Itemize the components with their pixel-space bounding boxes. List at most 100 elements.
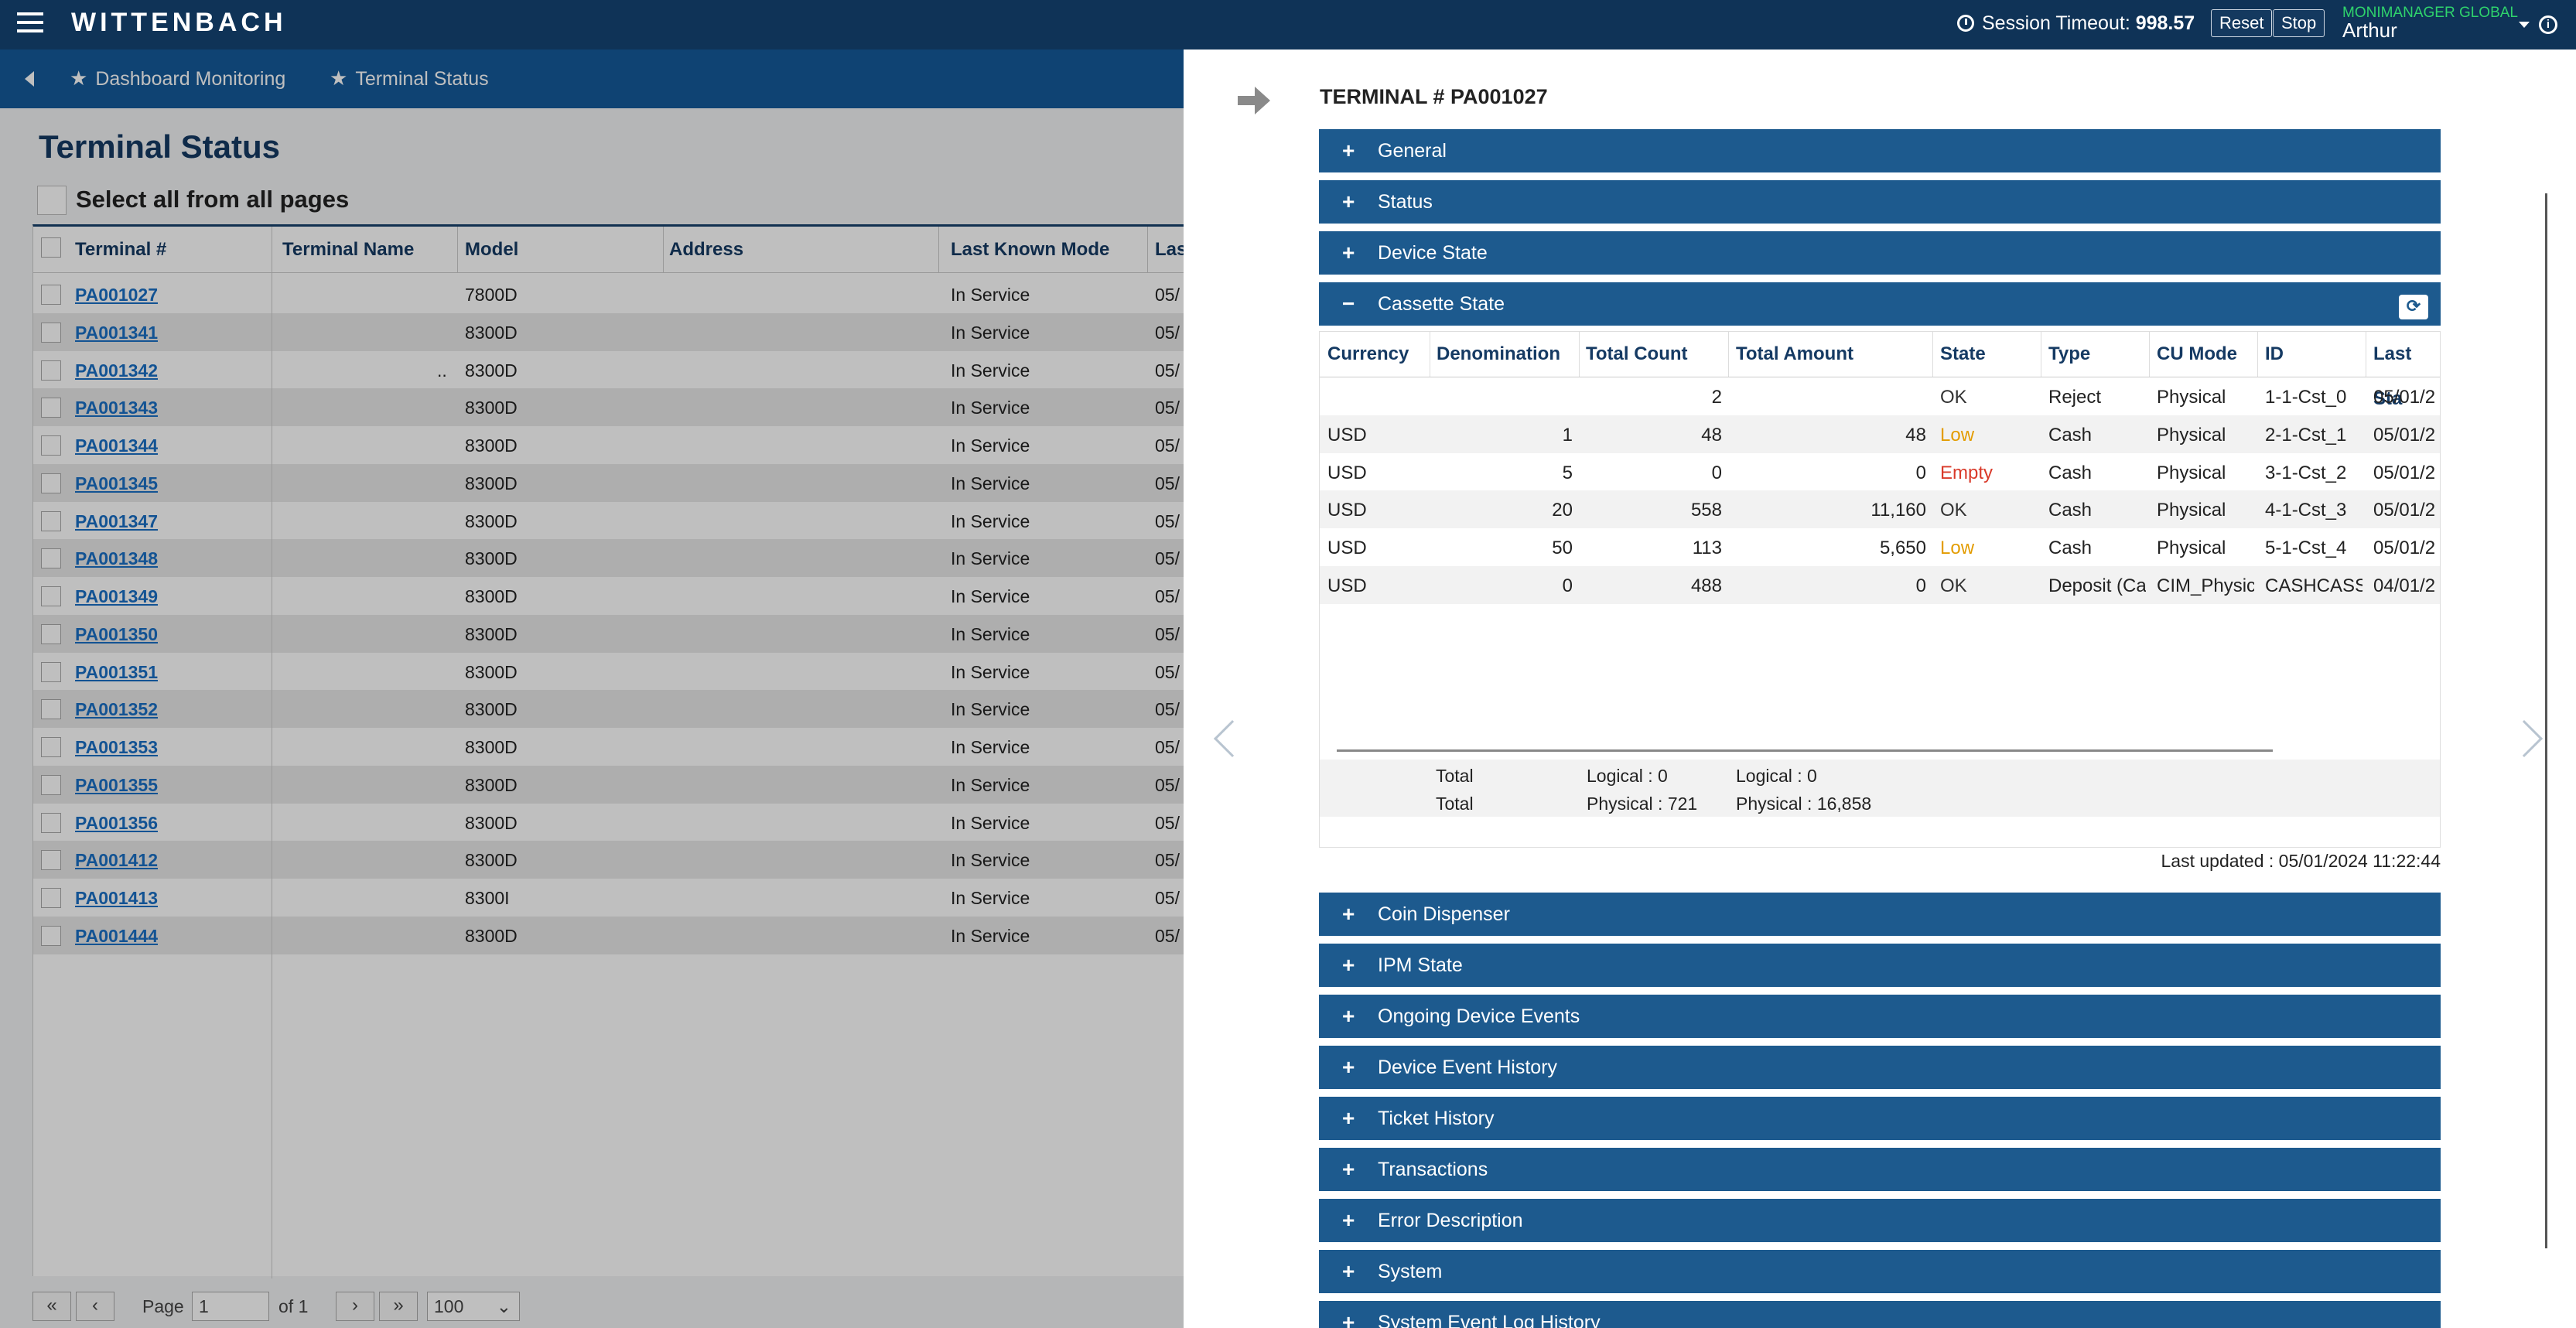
- column-header-address[interactable]: Address: [669, 239, 744, 260]
- terminal-link[interactable]: PA001348: [75, 548, 158, 569]
- column-header-model[interactable]: Model: [465, 239, 519, 260]
- table-row[interactable]: PA001347 8300D In Service 05/: [33, 502, 1186, 540]
- header-checkbox[interactable]: [41, 237, 61, 258]
- table-row[interactable]: PA001350 8300D In Service 05/: [33, 614, 1186, 653]
- section-ipm-state[interactable]: + IPM State: [1319, 944, 2441, 987]
- terminal-link[interactable]: PA001349: [75, 586, 158, 606]
- section-error-description[interactable]: + Error Description: [1319, 1199, 2441, 1242]
- section-ticket-history[interactable]: + Ticket History: [1319, 1097, 2441, 1140]
- row-checkbox[interactable]: [41, 398, 61, 418]
- row-checkbox[interactable]: [41, 473, 61, 493]
- section-general[interactable]: + General: [1319, 129, 2441, 172]
- info-icon[interactable]: i: [2539, 15, 2557, 34]
- section-coin-dispenser[interactable]: + Coin Dispenser: [1319, 893, 2441, 936]
- row-checkbox[interactable]: [41, 285, 61, 305]
- terminal-link[interactable]: PA001350: [75, 623, 158, 644]
- section-system-event-log-history[interactable]: + System Event Log History: [1319, 1301, 2441, 1328]
- table-row[interactable]: PA001027 7800D In Service 05/: [33, 275, 1186, 313]
- row-checkbox[interactable]: [41, 888, 61, 908]
- column-header-last-status[interactable]: Last Sta: [2373, 343, 2412, 409]
- section-cassette-state[interactable]: − Cassette State ⟳: [1319, 282, 2441, 326]
- table-row[interactable]: PA001349 8300D In Service 05/: [33, 577, 1186, 615]
- page-input[interactable]: 1: [192, 1292, 269, 1321]
- terminal-link[interactable]: PA001351: [75, 661, 158, 682]
- table-row[interactable]: PA001343 8300D In Service 05/: [33, 388, 1186, 427]
- section-status[interactable]: + Status: [1319, 180, 2441, 224]
- row-checkbox[interactable]: [41, 623, 61, 644]
- terminal-link[interactable]: PA001355: [75, 774, 158, 795]
- hamburger-menu-icon[interactable]: [17, 12, 43, 36]
- first-page-button[interactable]: «: [32, 1292, 71, 1321]
- section-transactions[interactable]: + Transactions: [1319, 1148, 2441, 1191]
- breadcrumb-item-terminal-status[interactable]: ★ Terminal Status: [330, 67, 489, 90]
- user-name[interactable]: Arthur: [2342, 19, 2397, 42]
- table-row[interactable]: PA001344 8300D In Service 05/: [33, 426, 1186, 464]
- row-checkbox[interactable]: [41, 435, 61, 456]
- reset-button[interactable]: Reset: [2211, 9, 2273, 37]
- row-checkbox[interactable]: [41, 360, 61, 381]
- terminal-link[interactable]: PA001343: [75, 398, 158, 418]
- terminal-link[interactable]: PA001345: [75, 473, 158, 493]
- prev-page-button[interactable]: ‹: [76, 1292, 114, 1321]
- row-checkbox[interactable]: [41, 510, 61, 531]
- row-checkbox[interactable]: [41, 812, 61, 833]
- terminal-link[interactable]: PA001347: [75, 510, 158, 531]
- section-device-event-history[interactable]: + Device Event History: [1319, 1046, 2441, 1089]
- row-checkbox[interactable]: [41, 548, 61, 569]
- table-row[interactable]: PA001413 8300I In Service 05/: [33, 879, 1186, 917]
- column-header-name[interactable]: Terminal Name: [282, 239, 415, 260]
- row-checkbox[interactable]: [41, 586, 61, 606]
- select-all-checkbox[interactable]: [37, 186, 67, 215]
- terminal-link[interactable]: PA001356: [75, 812, 158, 833]
- column-header-cu-mode[interactable]: CU Mode: [2157, 343, 2237, 364]
- table-row[interactable]: PA001355 8300D In Service 05/: [33, 765, 1186, 804]
- select-all[interactable]: Select all from all pages: [37, 186, 349, 215]
- chevron-down-icon[interactable]: [2519, 22, 2530, 28]
- terminal-link[interactable]: PA001341: [75, 322, 158, 343]
- table-row[interactable]: PA001341 8300D In Service 05/: [33, 312, 1186, 351]
- column-header-type[interactable]: Type: [2048, 343, 2091, 364]
- row-checkbox[interactable]: [41, 737, 61, 757]
- terminal-link[interactable]: PA001027: [75, 285, 158, 305]
- vertical-scrollbar[interactable]: [2545, 193, 2547, 1248]
- section-system[interactable]: + System: [1319, 1250, 2441, 1293]
- stop-button[interactable]: Stop: [2273, 9, 2325, 37]
- terminal-link[interactable]: PA001444: [75, 925, 158, 946]
- previous-terminal-chevron-icon[interactable]: [1213, 719, 1252, 758]
- section-ongoing-device-events[interactable]: + Ongoing Device Events: [1319, 995, 2441, 1038]
- back-arrow-icon[interactable]: [25, 71, 34, 87]
- row-checkbox[interactable]: [41, 850, 61, 871]
- table-row[interactable]: PA001412 8300D In Service 05/: [33, 841, 1186, 879]
- table-row[interactable]: PA001356 8300D In Service 05/: [33, 804, 1186, 842]
- terminal-link[interactable]: PA001352: [75, 699, 158, 720]
- row-checkbox[interactable]: [41, 699, 61, 720]
- table-row[interactable]: PA001342.. 8300D In Service 05/: [33, 351, 1186, 389]
- next-page-button[interactable]: ›: [336, 1292, 374, 1321]
- table-row[interactable]: PA001353 8300D In Service 05/: [33, 728, 1186, 766]
- refresh-icon[interactable]: ⟳: [2399, 295, 2428, 319]
- horizontal-scrollbar[interactable]: [1337, 749, 2273, 752]
- terminal-link[interactable]: PA001342: [75, 360, 158, 381]
- row-checkbox[interactable]: [41, 661, 61, 682]
- column-header-mode[interactable]: Last Known Mode: [951, 239, 1110, 260]
- column-header-total-amount[interactable]: Total Amount: [1736, 343, 1853, 364]
- table-row[interactable]: PA001352 8300D In Service 05/: [33, 690, 1186, 729]
- column-header-denomination[interactable]: Denomination: [1437, 343, 1560, 364]
- column-header-state[interactable]: State: [1940, 343, 1986, 364]
- table-row[interactable]: PA001444 8300D In Service 05/: [33, 916, 1186, 954]
- next-terminal-chevron-icon[interactable]: [2505, 719, 2544, 758]
- column-header-currency[interactable]: Currency: [1327, 343, 1409, 364]
- row-checkbox[interactable]: [41, 774, 61, 795]
- table-row[interactable]: PA001348 8300D In Service 05/: [33, 539, 1186, 578]
- last-page-button[interactable]: »: [379, 1292, 418, 1321]
- modal-overlay[interactable]: [0, 50, 1184, 1328]
- collapse-panel-arrow-icon[interactable]: [1235, 84, 1273, 118]
- page-size-select[interactable]: 100 ⌄: [427, 1292, 520, 1321]
- section-device-state[interactable]: + Device State: [1319, 231, 2441, 275]
- column-header-last[interactable]: Las: [1155, 239, 1187, 260]
- terminal-link[interactable]: PA001344: [75, 435, 158, 456]
- terminal-link[interactable]: PA001413: [75, 888, 158, 908]
- column-header-total-count[interactable]: Total Count: [1586, 343, 1688, 364]
- row-checkbox[interactable]: [41, 322, 61, 343]
- column-header-id[interactable]: ID: [2265, 343, 2284, 364]
